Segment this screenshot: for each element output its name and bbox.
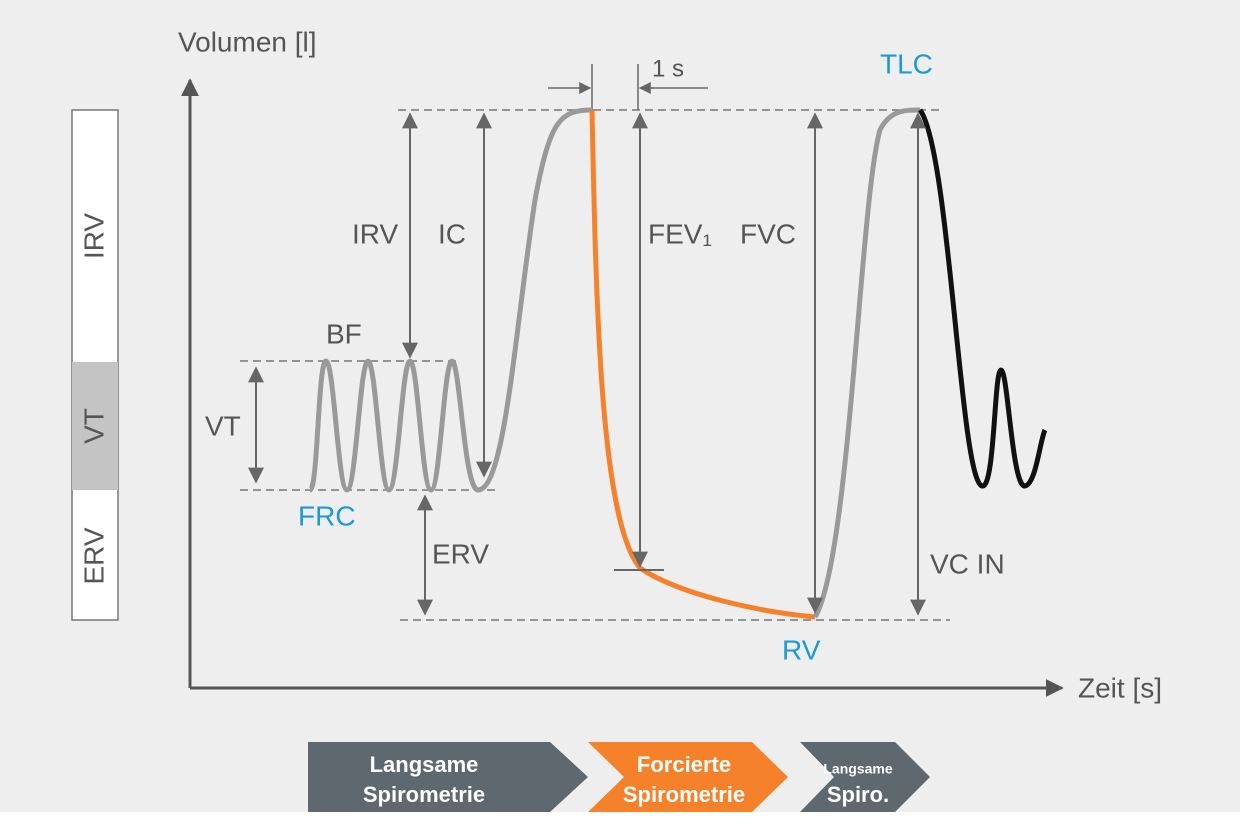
- phase-label: Forcierte: [637, 752, 731, 777]
- phase-slow-2: [800, 742, 930, 812]
- phase-label: Spiro.: [827, 782, 889, 807]
- x-axis-label: Zeit [s]: [1078, 672, 1162, 703]
- erv-label: ERV: [432, 538, 489, 569]
- bf-label: BF: [326, 318, 362, 349]
- side-bar-vt: [72, 362, 118, 490]
- y-axis-label: Volumen [l]: [178, 26, 317, 57]
- rv-label: RV: [782, 634, 821, 665]
- ic-label: IC: [438, 218, 466, 249]
- phase-forced: [588, 742, 788, 812]
- phase-label: Spirometrie: [363, 782, 485, 807]
- tlc-label: TLC: [880, 48, 933, 79]
- phase-label: Langsame: [370, 752, 479, 777]
- side-label: IRV: [78, 213, 109, 259]
- one-second-label: 1 s: [652, 55, 684, 82]
- phase-slow: [308, 742, 588, 812]
- forced-curve: [589, 109, 816, 620]
- inspiration-curve: [812, 107, 921, 619]
- side-label: VT: [78, 408, 109, 444]
- vc-in-label: VC IN: [930, 548, 1005, 579]
- phase-label: Langsame: [823, 761, 892, 777]
- final-curve: [917, 108, 1048, 489]
- fvc-label: FVC: [740, 218, 796, 249]
- frc-label: FRC: [298, 500, 356, 531]
- side-label: ERV: [78, 527, 109, 584]
- phase-label: Spirometrie: [623, 782, 745, 807]
- slow-curve: [307, 107, 593, 493]
- vt-label: VT: [205, 410, 241, 441]
- fev1-label: FEV₁: [648, 218, 712, 249]
- irv-label: IRV: [352, 218, 398, 249]
